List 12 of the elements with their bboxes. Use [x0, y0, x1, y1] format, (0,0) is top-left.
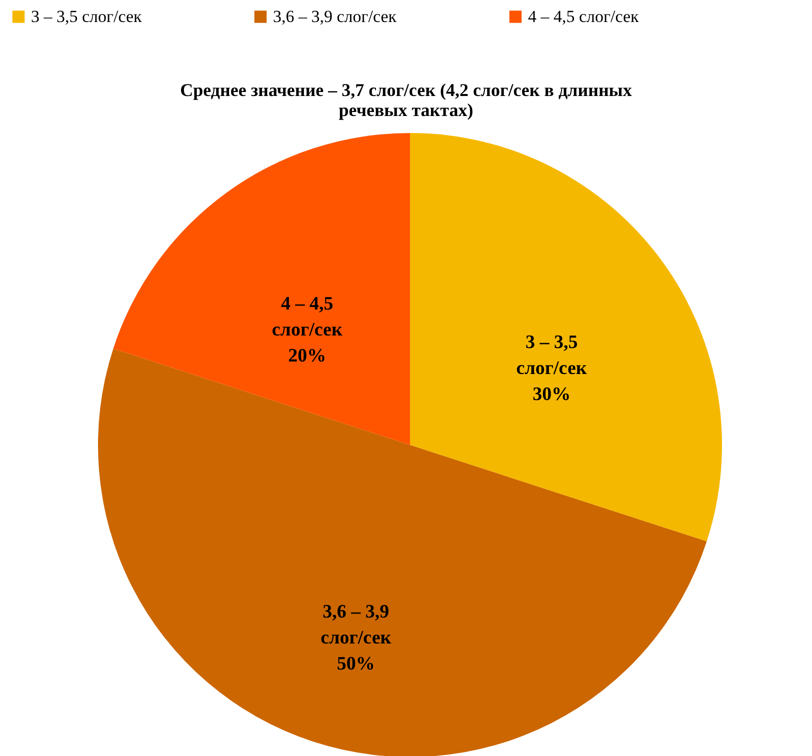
legend-label: 3,6 – 3,9 слог/сек — [273, 6, 398, 26]
data-label: 30% — [532, 384, 571, 406]
pie-slice — [113, 133, 410, 445]
text: Среднее значение – 3,7 слог/сек (4,2 слог/сек в длинных речевых тактах) — [180, 80, 632, 120]
legend-label: 3 – 3,5 слог/сек — [31, 6, 143, 26]
slice-label: 3,6 – 3,9 слог/сек — [320, 601, 392, 648]
legend-label: 4 – 4,5 слог/сек — [528, 6, 640, 26]
slice-label: 3 – 3,5 слог/сек — [516, 332, 587, 380]
data-label: 20% — [288, 345, 326, 366]
data-label: 50% — [336, 653, 375, 674]
pie-slice — [410, 133, 722, 542]
slice-label: 4 – 4,5 слог/сек — [272, 293, 342, 340]
